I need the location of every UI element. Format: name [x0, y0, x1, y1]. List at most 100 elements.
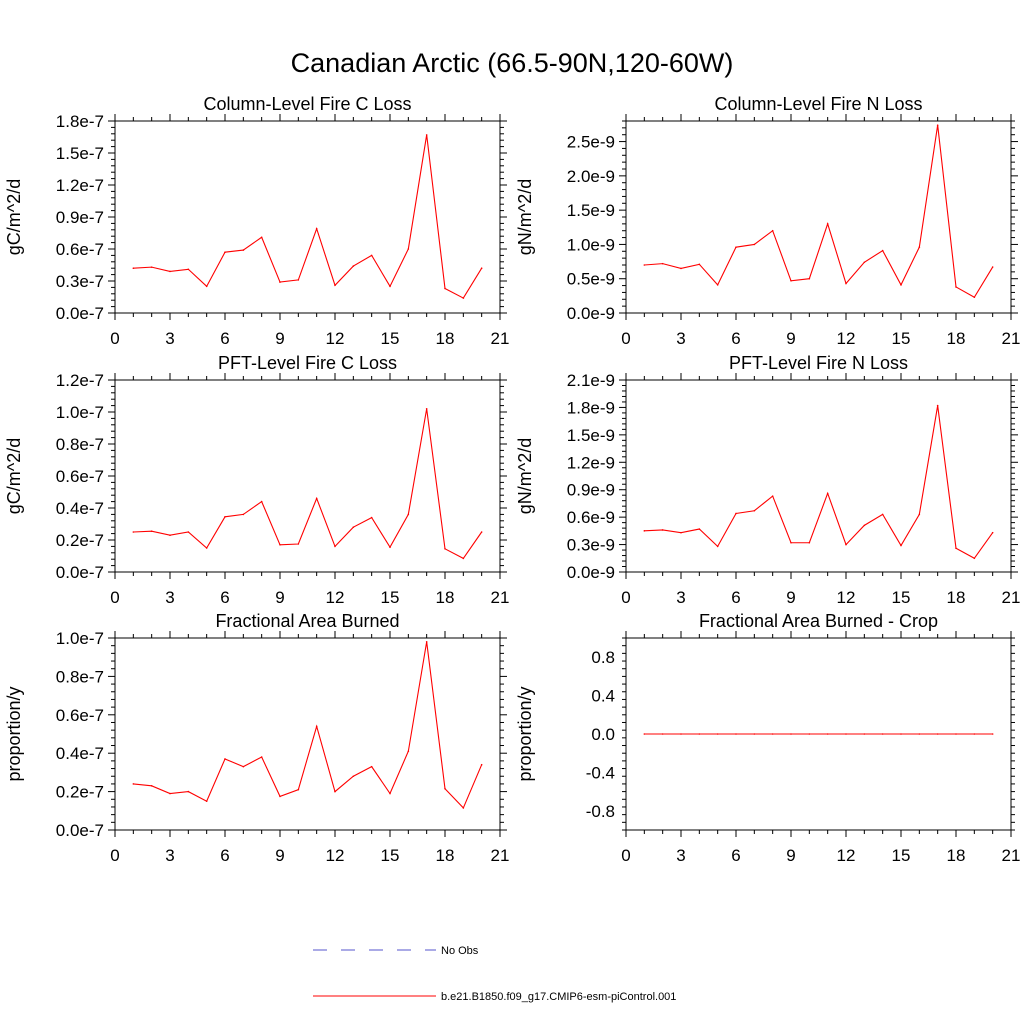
x-tick-label: 0	[110, 588, 119, 607]
data-point	[643, 264, 646, 266]
data-point	[352, 265, 355, 267]
y-tick-label: 0.9e-9	[567, 481, 615, 500]
x-tick-label: 3	[165, 588, 174, 607]
x-tick-label: 18	[947, 588, 966, 607]
y-tick-label: 1.5e-9	[567, 426, 615, 445]
y-tick-label: 0.9e-7	[56, 208, 104, 227]
data-point	[389, 285, 391, 288]
y-tick-label: 0.8	[591, 648, 615, 667]
data-point	[900, 284, 902, 286]
x-tick-label: 21	[491, 588, 510, 607]
data-point	[753, 733, 756, 735]
panel-title: Column-Level Fire C Loss	[203, 94, 411, 114]
data-point	[845, 733, 847, 735]
x-tick-label: 15	[892, 846, 911, 865]
data-point	[735, 733, 737, 735]
data-point	[370, 516, 373, 519]
data-point	[808, 733, 811, 735]
data-point	[991, 266, 994, 268]
data-point	[407, 750, 410, 753]
plot-frame	[114, 120, 501, 314]
data-point	[936, 404, 939, 407]
series-line-1	[644, 125, 994, 298]
x-tick-label: 15	[892, 329, 911, 348]
data-point	[863, 261, 866, 264]
legend-label-2: b.e21.B1850.f09_g17.CMIP6-esm-piControl.…	[441, 991, 676, 1003]
y-tick-label: 0.2e-7	[56, 783, 104, 802]
figure-title: Canadian Arctic (66.5-90N,120-60W)	[291, 48, 734, 78]
y-tick-label: 0.6e-7	[56, 706, 104, 725]
y-tick-label: 1.5e-7	[56, 144, 104, 163]
y-tick-label: 1.0e-9	[567, 235, 615, 254]
chart-panel-4: PFT-Level Fire N Loss gN/m^2/d 0 3 6 9 12 15 18 2…	[515, 353, 1020, 607]
data-point	[845, 282, 847, 285]
panels: Column-Level Fire C Loss gC/m^2/d 0 3 6 9 12 15…	[4, 94, 1020, 865]
chart-panel-1: Column-Level Fire C Loss gC/m^2/d 0 3 6 9 12 15…	[4, 94, 509, 348]
data-point	[462, 557, 465, 560]
x-tick-label: 9	[275, 588, 284, 607]
data-point	[955, 547, 957, 550]
x-tick-label: 15	[381, 329, 400, 348]
data-point	[973, 296, 976, 299]
data-point	[826, 223, 829, 225]
y-tick-label: 1.8e-7	[56, 112, 104, 131]
data-point	[334, 790, 336, 793]
x-tick-label: 21	[1002, 329, 1021, 348]
data-point	[315, 227, 318, 230]
data-point	[790, 733, 792, 735]
data-point	[808, 277, 811, 280]
series-line-1	[133, 641, 483, 809]
data-point	[716, 284, 719, 286]
data-point	[242, 765, 245, 768]
data-point	[900, 733, 902, 735]
y-tick-label: 0.5e-9	[567, 270, 615, 289]
y-tick-label: 2.5e-9	[567, 133, 615, 152]
data-point	[973, 733, 976, 735]
y-tick-label: 0.4	[591, 687, 615, 706]
data-point	[370, 765, 373, 768]
plot-frame	[625, 120, 1012, 314]
data-point	[297, 788, 300, 791]
y-tick-label: 1.0e-7	[56, 403, 104, 422]
panel-title: Fractional Area Burned	[215, 611, 399, 631]
y-tick-label: 0.0e-7	[56, 304, 104, 323]
series-line-1	[133, 408, 483, 560]
data-point	[863, 733, 866, 735]
data-point	[991, 531, 994, 534]
y-tick-label: 0.0e-9	[567, 304, 615, 323]
data-point	[716, 545, 719, 548]
data-point	[444, 287, 446, 290]
panel-title: PFT-Level Fire C Loss	[218, 353, 397, 373]
data-point	[315, 725, 318, 728]
y-tick-label: 0.6e-9	[567, 508, 615, 527]
data-point	[297, 543, 300, 545]
y-tick-label: 0.8e-7	[56, 435, 104, 454]
data-point	[132, 783, 135, 785]
y-tick-label: -0.8	[586, 802, 615, 821]
data-point	[334, 545, 336, 548]
data-point	[643, 733, 646, 735]
data-point	[661, 262, 664, 265]
data-point	[753, 509, 756, 512]
y-tick-label: 0.2e-7	[56, 531, 104, 550]
data-point	[735, 512, 737, 515]
data-point	[150, 266, 153, 268]
data-point	[425, 408, 428, 410]
y-tick-label: 2.1e-9	[567, 371, 615, 390]
data-point	[260, 500, 263, 503]
chart-panel-2: Column-Level Fire N Loss gN/m^2/d 0 3 6 9 12 15…	[515, 94, 1020, 348]
data-point	[955, 733, 957, 735]
x-tick-label: 3	[676, 846, 685, 865]
x-tick-label: 12	[326, 588, 345, 607]
y-tick-label: 0.3e-9	[567, 536, 615, 555]
x-tick-label: 0	[621, 846, 630, 865]
chart-panel-3: PFT-Level Fire C Loss gC/m^2/d 0 3 6 9 12 15 18 2…	[4, 353, 509, 607]
data-point	[425, 641, 428, 643]
y-tick-label: 0.6e-7	[56, 240, 104, 259]
y-tick-label: 0.4e-7	[56, 499, 104, 518]
plot-frame	[625, 379, 1012, 573]
x-tick-label: 9	[786, 846, 795, 865]
x-tick-label: 3	[165, 846, 174, 865]
data-point	[918, 513, 921, 516]
data-point	[260, 236, 263, 239]
